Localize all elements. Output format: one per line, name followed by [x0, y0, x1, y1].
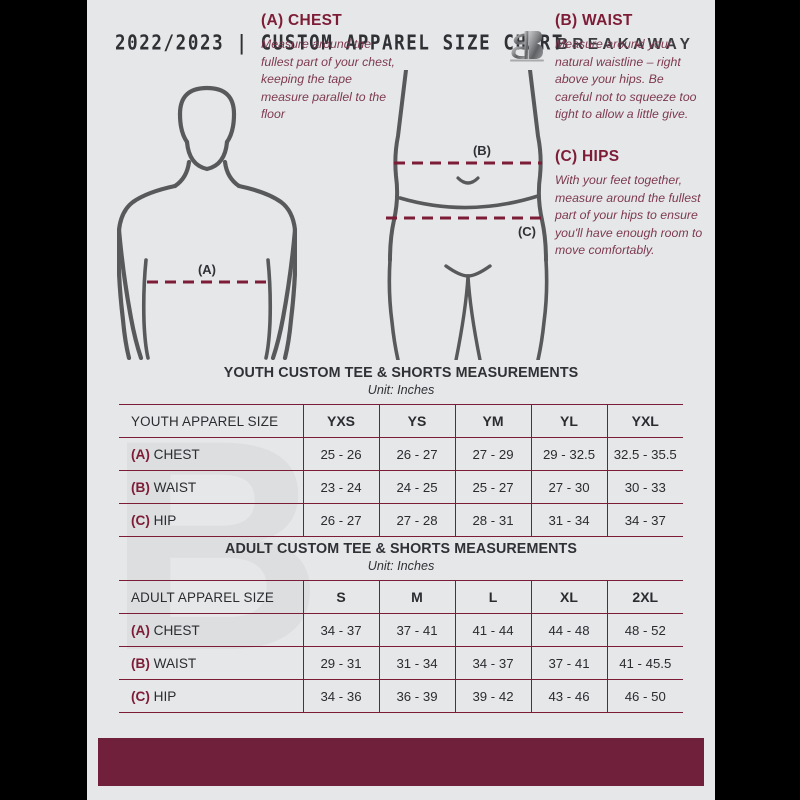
measurement-block-hips: (C) HIPS With your feet together, measur… [555, 148, 703, 260]
page-header: 2022/2023 | CUSTOM APPAREL SIZE CHART BR… [87, 28, 715, 64]
youth-row-label-chest: (A) CHEST [119, 437, 304, 471]
table-row: (C) HIP 26 - 27 27 - 28 28 - 31 31 - 34 … [119, 503, 683, 537]
youth-size-yl: YL [530, 404, 608, 438]
youth-waist-yl: 27 - 30 [530, 470, 608, 504]
adult-chest-2xl: 48 - 52 [606, 613, 683, 647]
youth-size-table: YOUTH APPAREL SIZE YXS YS YM YL YXL (A) … [119, 404, 683, 537]
youth-waist-ym: 25 - 27 [454, 470, 532, 504]
youth-waist-yxs: 23 - 24 [302, 470, 380, 504]
table-header-row: YOUTH APPAREL SIZE YXS YS YM YL YXL [119, 404, 683, 438]
table-row: (A) CHEST 25 - 26 26 - 27 27 - 29 29 - 3… [119, 437, 683, 471]
row-tag-b: (B) [131, 479, 150, 495]
table-header-row: ADULT APPAREL SIZE S M L XL 2XL [119, 580, 683, 614]
measurement-title-waist: (B) WAIST [555, 12, 633, 29]
measurement-block-waist: (B) WAIST Measure around your natural wa… [555, 12, 703, 124]
youth-hip-yl: 31 - 34 [530, 503, 608, 537]
adult-size-table: ADULT APPAREL SIZE S M L XL 2XL (A) CHES… [119, 580, 683, 713]
lower-body-silhouette: (B) (C) [386, 70, 549, 360]
youth-size-ys: YS [378, 404, 456, 438]
youth-table-title: YOUTH CUSTOM TEE & SHORTS MEASUREMENTS [223, 365, 579, 381]
table-row: (B) WAIST 23 - 24 24 - 25 25 - 27 27 - 3… [119, 470, 683, 504]
youth-hip-yxl: 34 - 37 [606, 503, 683, 537]
adult-size-s: S [302, 580, 380, 614]
adult-row-label-waist: (B) WAIST [119, 646, 304, 680]
row-name-hip: HIP [153, 512, 177, 528]
adult-table-unit: Unit: Inches [367, 559, 435, 573]
youth-row-label-waist: (B) WAIST [119, 470, 304, 504]
row-name-waist: WAIST [153, 479, 197, 495]
table-row: (B) WAIST 29 - 31 31 - 34 34 - 37 37 - 4… [119, 646, 683, 680]
adult-hip-l: 39 - 42 [454, 679, 532, 713]
adult-waist-l: 34 - 37 [454, 646, 532, 680]
measurement-description-chest: Measure around the fullest part of your … [261, 37, 395, 122]
youth-chest-yxl: 32.5 - 35.5 [606, 437, 683, 471]
adult-size-xl: XL [530, 580, 608, 614]
youth-table-unit: Unit: Inches [367, 383, 435, 397]
adult-chest-m: 37 - 41 [378, 613, 456, 647]
row-tag-c: (C) [131, 512, 150, 528]
page-title: 2022/2023 | CUSTOM APPAREL SIZE CHART [115, 32, 565, 55]
adult-hip-s: 34 - 36 [302, 679, 380, 713]
row-tag-b: (B) [131, 655, 150, 671]
youth-chest-yl: 29 - 32.5 [530, 437, 608, 471]
measurement-title-chest: (A) CHEST [261, 12, 343, 29]
row-tag-a: (A) [131, 622, 150, 638]
waist-marker-label: (B) [473, 143, 491, 158]
adult-hip-2xl: 46 - 50 [606, 679, 683, 713]
adult-waist-2xl: 41 - 45.5 [606, 646, 683, 680]
youth-size-ym: YM [454, 404, 532, 438]
row-name-chest: CHEST [153, 622, 200, 638]
youth-hip-ys: 27 - 28 [378, 503, 456, 537]
footer-accent-bar [98, 738, 704, 786]
breakaway-b-logo-icon [510, 31, 544, 62]
youth-size-header: YOUTH APPAREL SIZE [119, 404, 304, 438]
adult-waist-m: 31 - 34 [378, 646, 456, 680]
youth-chest-ym: 27 - 29 [454, 437, 532, 471]
measurement-title-hips: (C) HIPS [555, 148, 620, 165]
youth-size-yxl: YXL [606, 404, 683, 438]
youth-size-yxs: YXS [302, 404, 380, 438]
adult-waist-s: 29 - 31 [302, 646, 380, 680]
adult-size-2xl: 2XL [606, 580, 683, 614]
measurement-description-hips: With your feet together, measure around … [555, 173, 703, 258]
measurement-description-waist: Measure around your natural waistline – … [555, 37, 697, 122]
row-name-hip: HIP [153, 688, 177, 704]
adult-row-label-hip: (C) HIP [119, 679, 304, 713]
youth-hip-ym: 28 - 31 [454, 503, 532, 537]
figure-illustrations: (A) (B) [87, 70, 715, 360]
row-tag-c: (C) [131, 688, 150, 704]
brand-wordmark: BREAKAWAY [557, 36, 695, 53]
measurement-block-chest: (A) CHEST Measure around the fullest par… [261, 12, 401, 124]
adult-hip-m: 36 - 39 [378, 679, 456, 713]
youth-waist-ys: 24 - 25 [378, 470, 456, 504]
chest-marker-label: (A) [198, 262, 216, 277]
adult-chest-xl: 44 - 48 [530, 613, 608, 647]
table-row: (A) CHEST 34 - 37 37 - 41 41 - 44 44 - 4… [119, 613, 683, 647]
adult-chest-s: 34 - 37 [302, 613, 380, 647]
adult-chest-l: 41 - 44 [454, 613, 532, 647]
row-name-waist: WAIST [153, 655, 197, 671]
youth-chest-yxs: 25 - 26 [302, 437, 380, 471]
youth-waist-yxl: 30 - 33 [606, 470, 683, 504]
row-name-chest: CHEST [153, 446, 200, 462]
adult-size-table-section: ADULT CUSTOM TEE & SHORTS MEASUREMENTS U… [87, 541, 715, 713]
adult-size-header: ADULT APPAREL SIZE [119, 580, 304, 614]
upper-body-silhouette: (A) [117, 85, 297, 360]
adult-table-title: ADULT CUSTOM TEE & SHORTS MEASUREMENTS [225, 541, 577, 557]
table-row: (C) HIP 34 - 36 36 - 39 39 - 42 43 - 46 … [119, 679, 683, 713]
youth-hip-yxs: 26 - 27 [302, 503, 380, 537]
adult-row-label-chest: (A) CHEST [119, 613, 304, 647]
hips-marker-label: (C) [518, 224, 536, 239]
youth-size-table-section: YOUTH CUSTOM TEE & SHORTS MEASUREMENTS U… [87, 365, 715, 537]
youth-row-label-hip: (C) HIP [119, 503, 304, 537]
adult-waist-xl: 37 - 41 [530, 646, 608, 680]
size-chart-page: B 2022/2023 | CUSTOM APPAREL SIZE CHART … [87, 0, 715, 800]
adult-size-l: L [454, 580, 532, 614]
adult-size-m: M [378, 580, 456, 614]
adult-hip-xl: 43 - 46 [530, 679, 608, 713]
youth-chest-ys: 26 - 27 [378, 437, 456, 471]
row-tag-a: (A) [131, 446, 150, 462]
